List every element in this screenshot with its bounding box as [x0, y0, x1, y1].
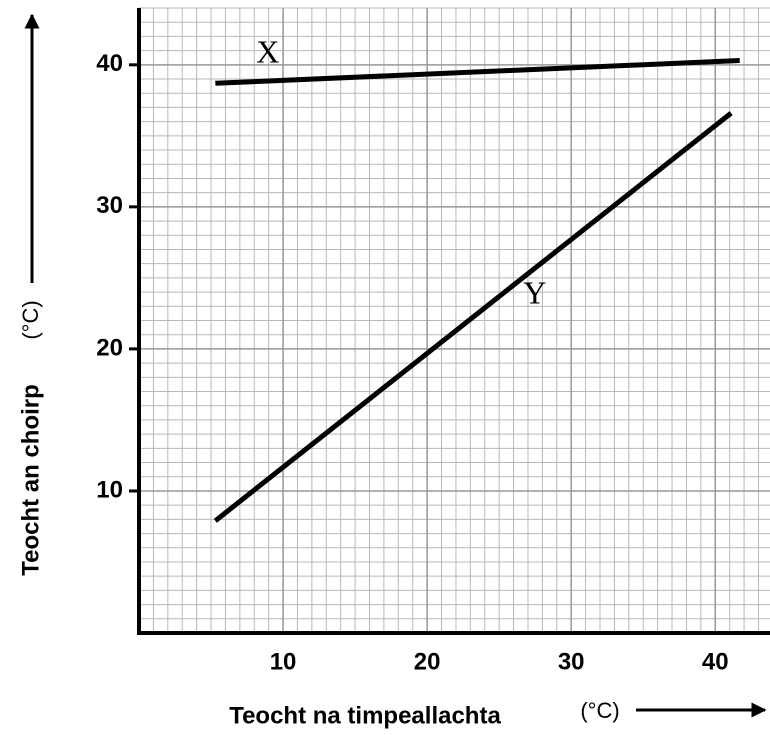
y-axis-label: Teocht an choirp — [17, 384, 44, 576]
grid — [139, 7, 770, 633]
series-label: X — [256, 33, 279, 69]
y-tick-label: 20 — [96, 334, 123, 361]
x-axis-unit: (°C) — [580, 698, 619, 723]
series-label: Y — [523, 275, 546, 311]
x-tick-label: 10 — [270, 648, 297, 675]
marks: XY — [213, 33, 740, 523]
y-tick-label: 40 — [96, 50, 123, 77]
line — [213, 111, 733, 523]
x-tick-label: 20 — [414, 648, 441, 675]
y-tick-label: 30 — [96, 192, 123, 219]
x-tick-label: 30 — [558, 648, 585, 675]
x-tick-label: 40 — [702, 648, 729, 675]
y-axis-unit: (°C) — [18, 300, 43, 339]
line — [215, 58, 740, 86]
x-axis-label: Teocht na timpeallachta — [229, 702, 501, 729]
y-tick-label: 10 — [96, 476, 123, 503]
